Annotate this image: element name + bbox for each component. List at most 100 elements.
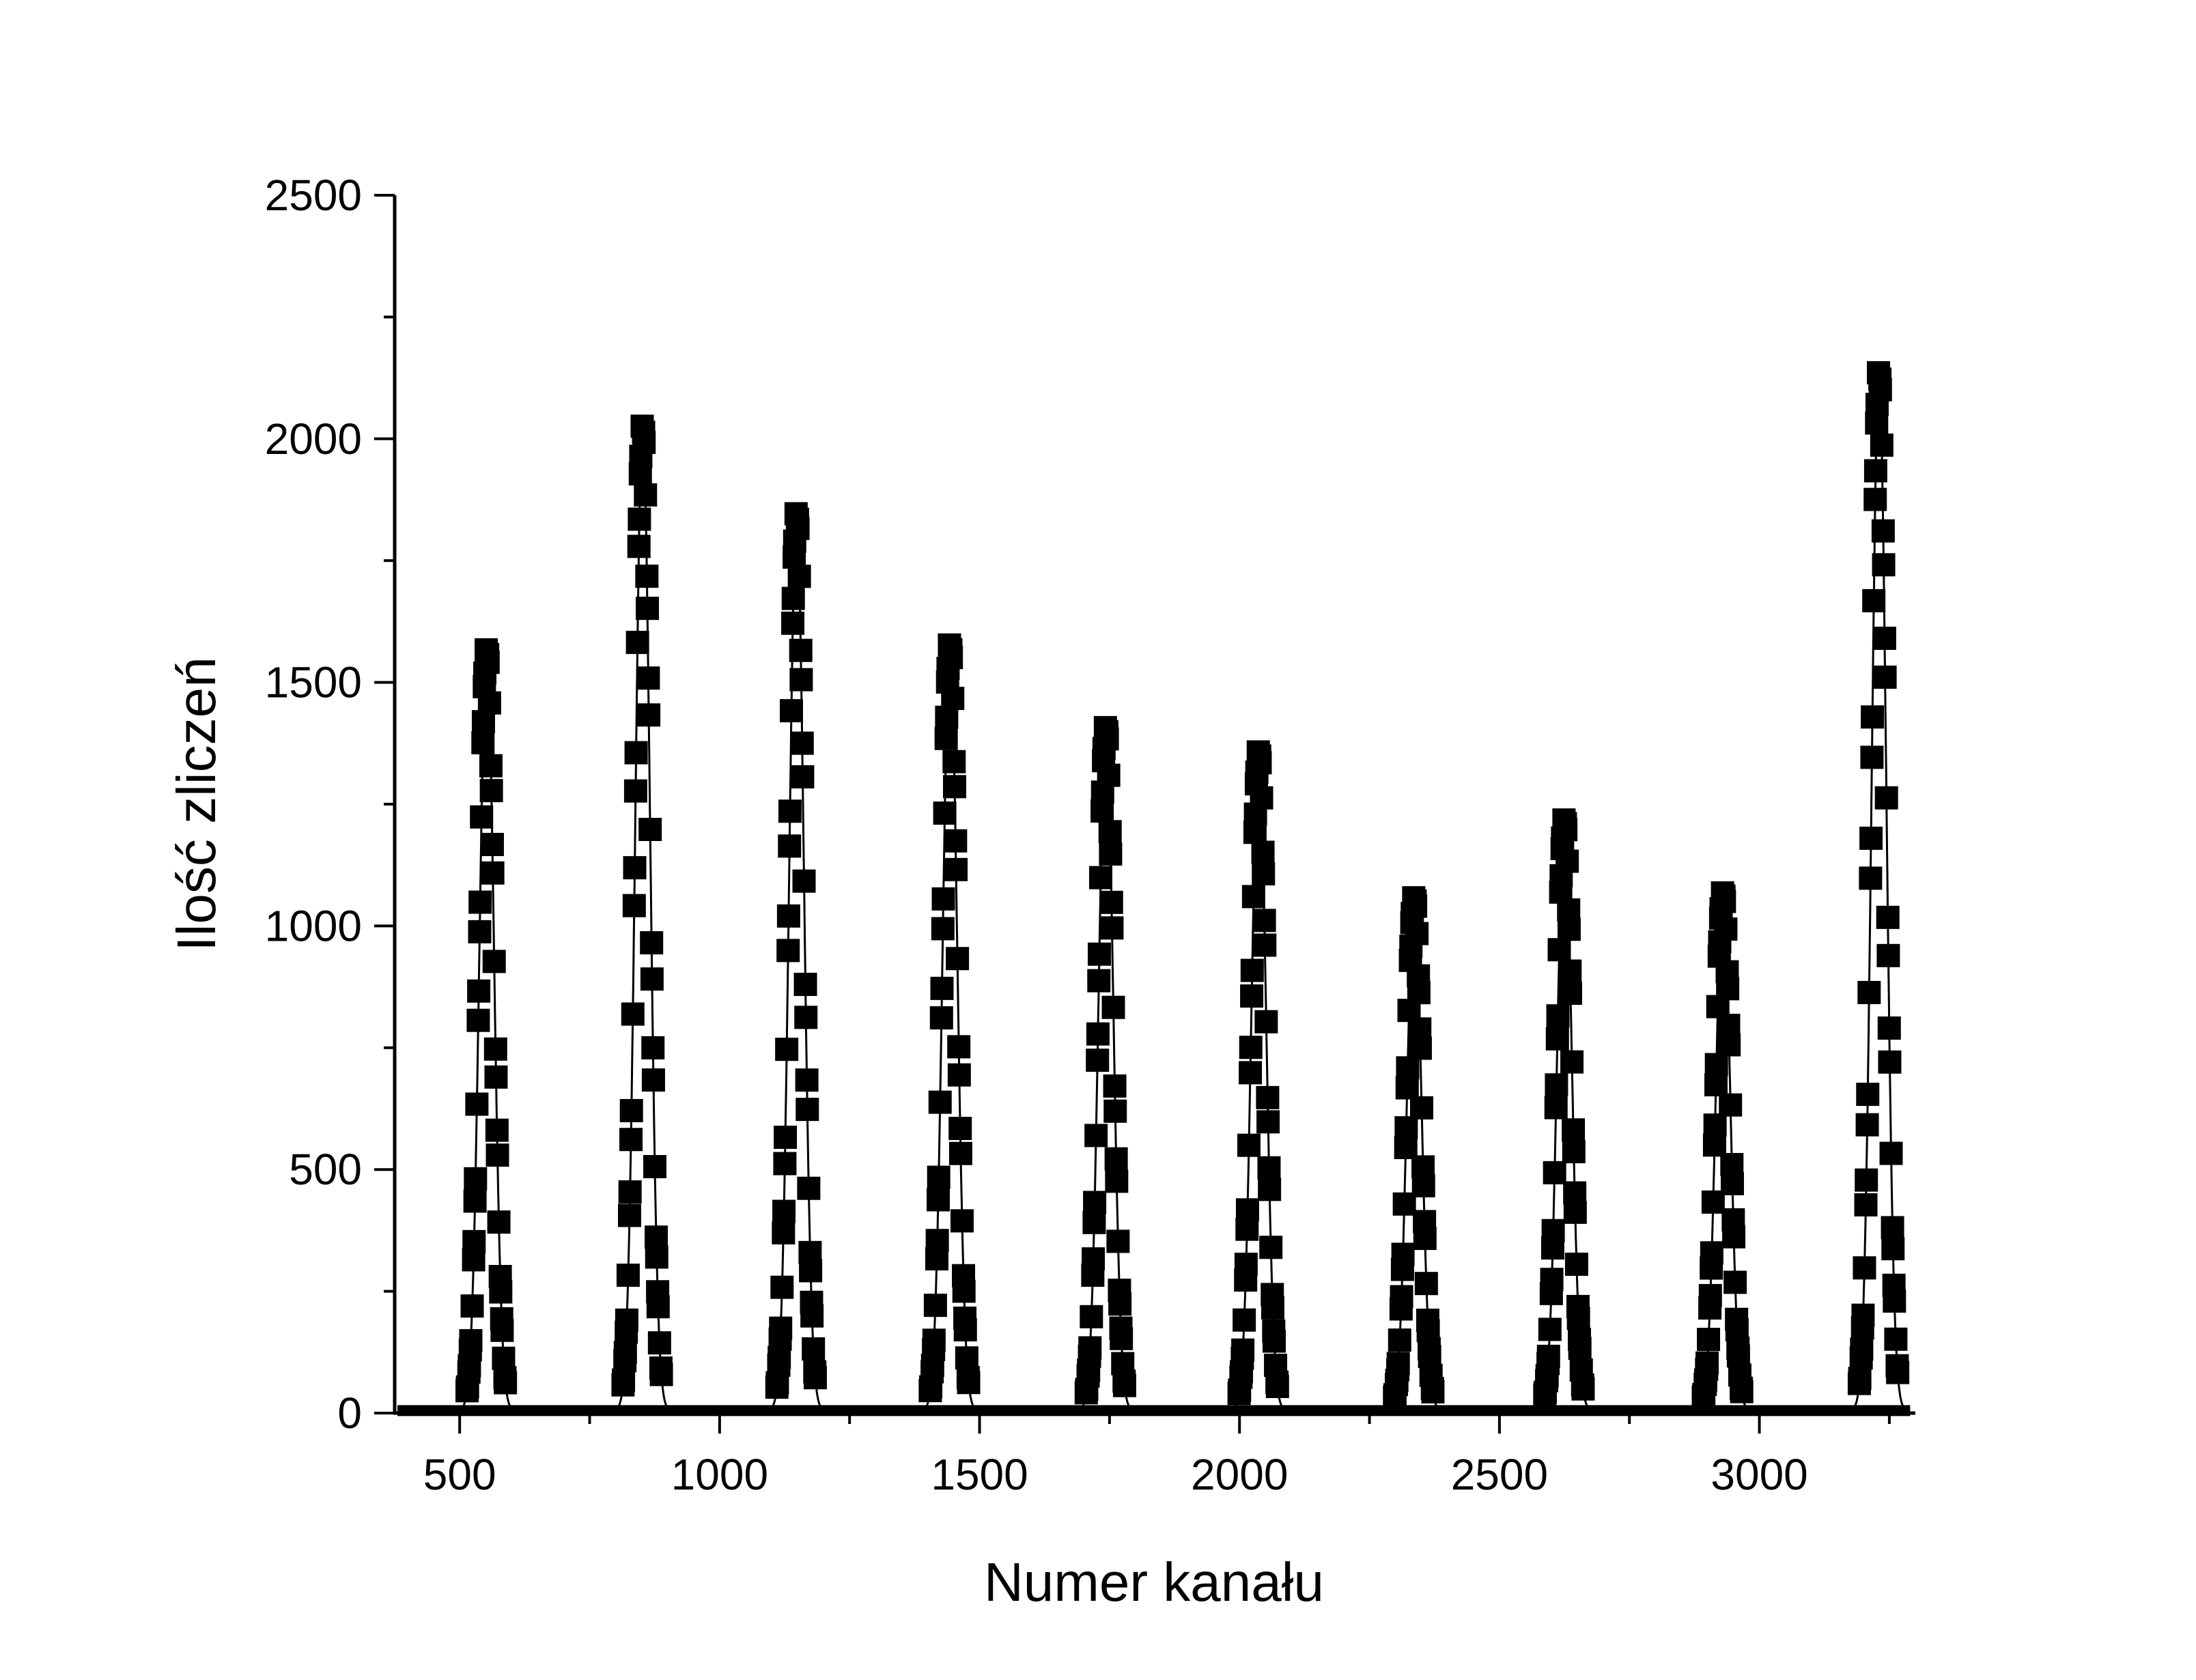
- x-tick-label: 3000: [1711, 1450, 1807, 1499]
- data-point: [1884, 1327, 1908, 1351]
- y-tick-label: 0: [337, 1389, 362, 1438]
- data-point: [1860, 745, 1884, 769]
- data-point: [628, 507, 651, 531]
- data-point: [789, 638, 813, 662]
- data-point: [1702, 1133, 1726, 1157]
- data-point: [1549, 864, 1573, 887]
- data-point: [1396, 1056, 1420, 1080]
- data-point: [1698, 1283, 1722, 1307]
- data-point: [1087, 969, 1111, 993]
- data-point: [953, 1318, 977, 1341]
- data-point: [1231, 1338, 1255, 1362]
- data-point: [641, 1068, 665, 1092]
- data-point: [479, 779, 503, 803]
- data-point: [1101, 995, 1125, 1019]
- data-point: [948, 1117, 972, 1141]
- data-point: [789, 668, 813, 692]
- data-point: [1082, 1210, 1106, 1234]
- data-point: [468, 920, 492, 943]
- data-point: [922, 1328, 946, 1352]
- data-point: [634, 483, 658, 507]
- data-point: [957, 1371, 981, 1395]
- data-point: [1404, 894, 1428, 918]
- data-point: [1562, 1140, 1586, 1164]
- data-point: [1704, 1053, 1728, 1077]
- data-point: [459, 1328, 483, 1352]
- data-point: [942, 750, 966, 773]
- data-point: [947, 1035, 971, 1059]
- data-point: [1708, 930, 1732, 954]
- data-point: [1713, 889, 1736, 913]
- data-point: [952, 1279, 976, 1303]
- data-point: [1080, 1305, 1103, 1328]
- data-point: [643, 1154, 666, 1178]
- y-tick-label: 2000: [265, 414, 362, 464]
- data-point: [774, 1125, 798, 1149]
- data-point: [931, 887, 955, 911]
- data-point: [645, 1245, 668, 1269]
- data-point: [1851, 1303, 1875, 1327]
- data-point: [794, 1006, 818, 1029]
- data-point: [776, 904, 800, 928]
- data-point: [1562, 1118, 1586, 1142]
- data-point: [1258, 1178, 1282, 1201]
- data-point: [919, 1375, 943, 1399]
- data-point: [796, 1098, 819, 1122]
- data-point: [462, 1229, 486, 1253]
- data-point: [1103, 1074, 1127, 1098]
- x-tick-label: 2500: [1451, 1450, 1548, 1499]
- data-point: [1087, 942, 1111, 966]
- data-point: [1558, 981, 1582, 1005]
- data-point: [1263, 1329, 1286, 1353]
- data-point: [623, 856, 647, 880]
- data-point: [484, 1065, 508, 1089]
- data-point: [1873, 665, 1897, 689]
- data-point: [1240, 984, 1264, 1008]
- data-point: [1876, 905, 1900, 929]
- data-point: [790, 731, 814, 755]
- data-point: [1566, 1307, 1590, 1330]
- data-point: [1395, 1076, 1419, 1100]
- data-point: [1871, 519, 1895, 543]
- data-point: [920, 1354, 944, 1378]
- data-point: [1872, 553, 1896, 577]
- data-point: [1388, 1328, 1411, 1352]
- data-point: [1879, 1141, 1903, 1165]
- data-point: [1408, 1036, 1432, 1060]
- data-point: [481, 861, 505, 885]
- data-point: [1540, 1268, 1564, 1292]
- x-tick-label: 500: [423, 1450, 496, 1499]
- data-point: [617, 1204, 641, 1227]
- y-tick-label: 500: [289, 1145, 362, 1194]
- data-point: [1543, 1161, 1566, 1184]
- data-point: [612, 1368, 636, 1392]
- data-point: [494, 1371, 518, 1395]
- data-point: [1855, 1168, 1878, 1192]
- data-point: [1077, 1358, 1101, 1382]
- data-point: [765, 1371, 789, 1395]
- data-point: [485, 1118, 509, 1142]
- data-point: [1717, 1033, 1741, 1057]
- data-point: [1090, 780, 1114, 804]
- data-point: [464, 1167, 488, 1191]
- data-point: [1421, 1380, 1445, 1404]
- data-point: [1110, 1326, 1134, 1350]
- data-point: [1850, 1337, 1874, 1361]
- data-point: [776, 939, 800, 963]
- data-point: [635, 565, 659, 588]
- data-point: [955, 1346, 979, 1370]
- y-tick-label: 1000: [265, 901, 362, 950]
- data-point: [787, 565, 811, 588]
- data-point: [792, 869, 816, 893]
- data-point: [489, 1280, 513, 1304]
- data-point: [640, 967, 664, 991]
- data-point: [1103, 1099, 1127, 1123]
- data-point: [1863, 459, 1887, 483]
- data-point: [947, 1063, 971, 1087]
- data-point: [492, 1346, 516, 1370]
- data-point: [640, 931, 664, 955]
- data-point: [1886, 1361, 1910, 1384]
- data-point: [1720, 1171, 1744, 1195]
- data-point: [632, 431, 656, 455]
